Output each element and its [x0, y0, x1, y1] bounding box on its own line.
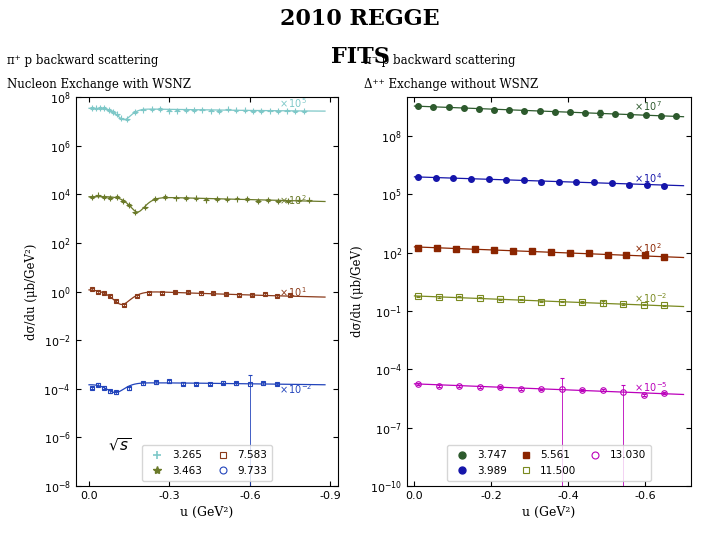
Text: π⁺ p backward scattering: π⁺ p backward scattering — [7, 54, 158, 67]
Text: $\times\,10^{-2}$: $\times\,10^{-2}$ — [634, 292, 667, 305]
Text: $\times\,10^2$: $\times\,10^2$ — [634, 241, 662, 255]
Text: $\times\,10^{-2}$: $\times\,10^{-2}$ — [279, 382, 313, 396]
Legend: 3.265, 3.463, 7.583, 9.733: 3.265, 3.463, 7.583, 9.733 — [142, 445, 272, 481]
Legend: 3.747, 3.989, 5.561, 11.500, 13.030: 3.747, 3.989, 5.561, 11.500, 13.030 — [447, 445, 651, 481]
Text: $\sqrt{s}$: $\sqrt{s}$ — [108, 436, 131, 453]
Text: FITS: FITS — [330, 46, 390, 68]
Text: $\times\,10^4$: $\times\,10^4$ — [634, 171, 662, 185]
Text: 2010 REGGE: 2010 REGGE — [280, 8, 440, 30]
Y-axis label: dσ/du (μb/GeV): dσ/du (μb/GeV) — [351, 246, 364, 338]
Text: π⁻ p backward scattering: π⁻ p backward scattering — [364, 54, 515, 67]
Text: $\times\,10^2$: $\times\,10^2$ — [279, 194, 307, 207]
Text: Nucleon Exchange with WSNZ: Nucleon Exchange with WSNZ — [7, 78, 192, 91]
Text: $\times\,10^{-5}$: $\times\,10^{-5}$ — [634, 380, 667, 394]
Text: Δ⁺⁺ Exchange without WSNZ: Δ⁺⁺ Exchange without WSNZ — [364, 78, 538, 91]
X-axis label: u (GeV²): u (GeV²) — [181, 507, 233, 519]
Y-axis label: dσ/du (μb/GeV²): dσ/du (μb/GeV²) — [25, 244, 38, 340]
X-axis label: u (GeV²): u (GeV²) — [523, 507, 575, 519]
Text: $\times\,10^5$: $\times\,10^5$ — [279, 97, 307, 110]
Text: $\times\,10^7$: $\times\,10^7$ — [634, 99, 662, 113]
Text: $\times\,10^1$: $\times\,10^1$ — [279, 285, 307, 299]
